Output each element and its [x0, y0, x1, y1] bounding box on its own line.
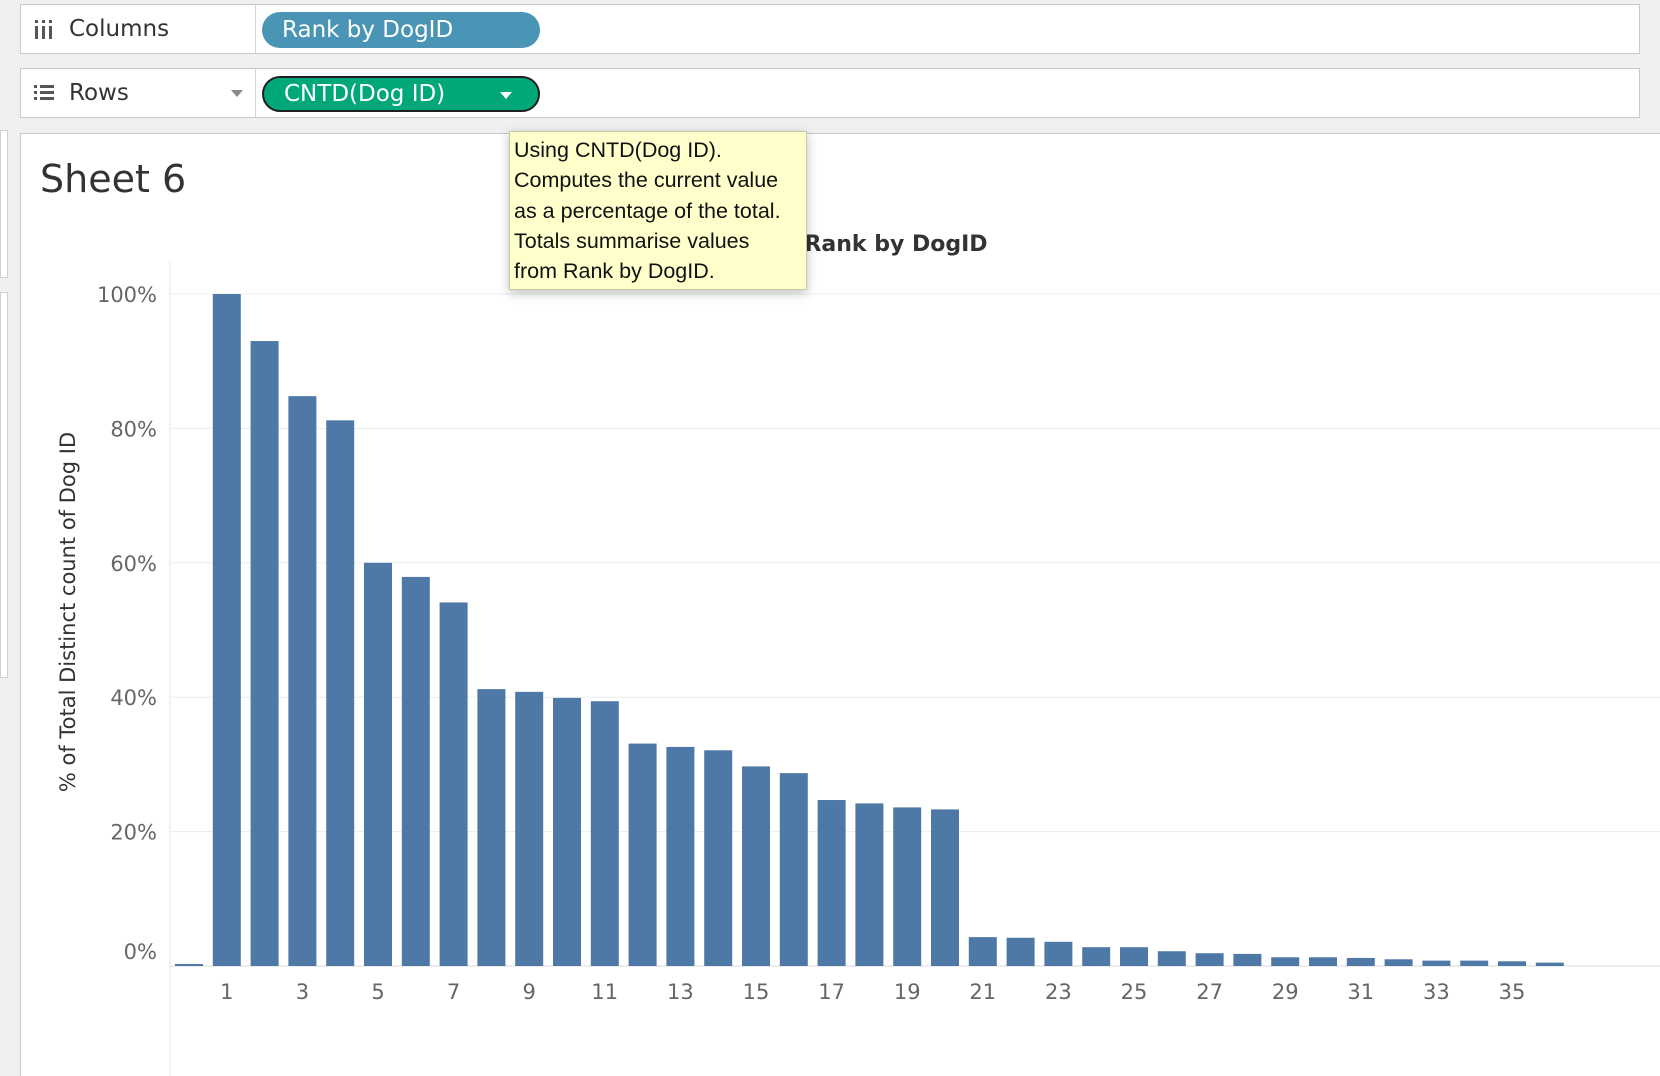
bar[interactable] [1346, 957, 1375, 966]
rank-by-dogid-pill-label: Rank by DogID [282, 17, 454, 43]
x-tick-label: 21 [969, 980, 996, 1004]
x-tick-label: 13 [667, 980, 694, 1004]
y-tick-label: 60% [110, 552, 157, 576]
bar[interactable] [1120, 947, 1148, 966]
y-tick-label: 40% [110, 686, 157, 710]
bar[interactable] [931, 809, 959, 966]
cntd-dog-id-pill[interactable]: CNTD(Dog ID) [262, 76, 540, 112]
x-tick-label: 31 [1347, 980, 1374, 1004]
columns-shelf-label: Columns [69, 16, 170, 42]
tooltip-line: as a percentage of the total. [514, 198, 781, 223]
rows-shelf-label: Rows [69, 80, 129, 106]
x-tick-label: 19 [894, 980, 921, 1004]
bar[interactable] [1460, 960, 1489, 966]
bar[interactable] [1044, 941, 1073, 966]
bar[interactable] [628, 743, 657, 966]
x-tick-label: 5 [371, 980, 384, 1004]
x-tick-label: 35 [1499, 980, 1526, 1004]
tooltip-line: from Rank by DogID. [514, 259, 715, 284]
sheet-title: Sheet 6 [40, 157, 187, 201]
columns-shelf-icon [35, 20, 52, 39]
bar[interactable] [779, 773, 808, 966]
bar[interactable] [1082, 947, 1111, 966]
bar[interactable] [1384, 959, 1413, 966]
y-axis-ticks: 0% 20% 40% 60% 80% 100% [97, 283, 157, 964]
bar[interactable] [893, 807, 922, 966]
bar[interactable] [1422, 960, 1451, 966]
rows-shelf-icon [34, 85, 54, 100]
bar[interactable] [1233, 953, 1262, 966]
x-tick-label: 1 [220, 980, 233, 1004]
x-tick-label: 9 [523, 980, 536, 1004]
bar[interactable] [1271, 957, 1300, 966]
bar[interactable] [401, 576, 430, 966]
bar[interactable] [250, 341, 279, 966]
cntd-dog-id-pill-label: CNTD(Dog ID) [284, 81, 446, 107]
y-tick-label: 80% [110, 417, 157, 441]
bar[interactable] [1195, 953, 1224, 966]
bar[interactable] [439, 602, 468, 966]
rows-shelf-label-area: Rows [21, 69, 256, 117]
bar[interactable] [288, 396, 317, 966]
bar[interactable] [742, 766, 770, 966]
x-tick-label: 27 [1196, 980, 1223, 1004]
x-tick-label: 33 [1423, 980, 1450, 1004]
x-tick-label: 11 [591, 980, 618, 1004]
bar[interactable] [1309, 957, 1337, 966]
bar[interactable] [666, 746, 695, 966]
columns-shelf[interactable]: Columns Rank by DogID [20, 4, 1640, 54]
x-axis-ticks: 1 3 5 7 9 11 13 15 17 19 21 23 25 27 29 31 33 35 [220, 980, 1525, 1004]
x-tick-label: 7 [447, 980, 460, 1004]
x-axis-title: Rank by DogID [804, 232, 987, 257]
tooltip-line: Using CNTD(Dog ID). [514, 138, 722, 162]
bar[interactable] [817, 800, 846, 966]
bar[interactable] [1157, 951, 1186, 966]
rows-shelf[interactable]: Rows CNTD(Dog ID) [20, 68, 1640, 118]
x-tick-label: 25 [1121, 980, 1148, 1004]
bar[interactable] [855, 803, 884, 966]
bar[interactable] [212, 294, 241, 966]
bar[interactable] [704, 750, 733, 966]
bar[interactable] [364, 562, 392, 966]
rank-by-dogid-pill[interactable]: Rank by DogID [262, 12, 540, 48]
tooltip-line: Computes the current value [514, 168, 779, 193]
pill-dropdown-icon[interactable] [500, 92, 512, 99]
columns-shelf-label-area: Columns [21, 5, 256, 53]
bar[interactable] [1535, 962, 1564, 966]
x-tick-label: 15 [743, 980, 770, 1004]
y-tick-label: 100% [97, 283, 157, 307]
tooltip-line: Totals summarise values [514, 228, 750, 253]
x-tick-label: 23 [1045, 980, 1072, 1004]
bar[interactable] [477, 689, 506, 966]
bar[interactable] [175, 963, 203, 966]
bar[interactable] [1006, 937, 1035, 966]
x-tick-label: 17 [818, 980, 845, 1004]
chart-bars [175, 294, 1564, 966]
bar[interactable] [1498, 961, 1526, 966]
side-panel-edge-lower [0, 292, 8, 678]
bar[interactable] [590, 701, 619, 966]
side-panel-edge [0, 130, 8, 278]
chevron-down-icon[interactable] [231, 90, 243, 97]
bar[interactable] [968, 937, 997, 966]
bar[interactable] [515, 691, 544, 966]
bar[interactable] [326, 420, 355, 966]
y-tick-label: 0% [124, 940, 157, 964]
y-tick-label: 20% [110, 821, 157, 845]
x-tick-label: 3 [296, 980, 309, 1004]
bar[interactable] [553, 697, 581, 966]
x-tick-label: 29 [1272, 980, 1299, 1004]
y-axis-title: % of Total Distinct count of Dog ID [56, 432, 80, 792]
table-calculation-tooltip: Using CNTD(Dog ID). Computes the current… [509, 131, 807, 290]
